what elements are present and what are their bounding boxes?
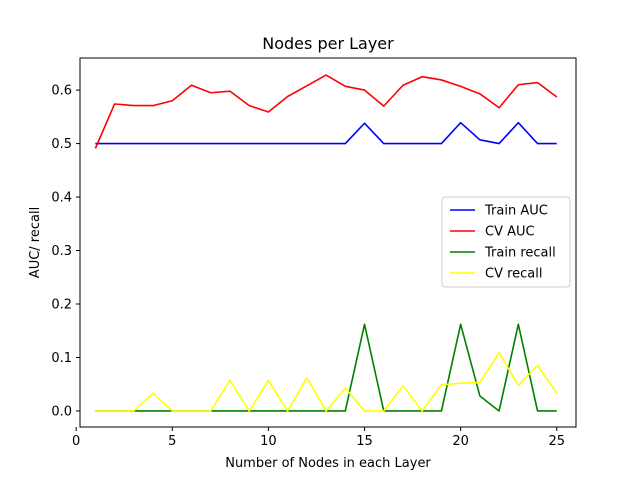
legend-label: CV recall (485, 267, 543, 282)
y-tick-label: 0.0 (51, 404, 72, 419)
x-tick-label: 5 (168, 434, 176, 449)
y-tick-label: 0.2 (51, 298, 72, 313)
x-axis-label: Number of Nodes in each Layer (225, 456, 431, 471)
series-line-train-recall (95, 323, 557, 412)
chart-title: Nodes per Layer (262, 34, 394, 53)
legend-label: CV AUC (485, 225, 535, 240)
y-axis-label: AUC/ recall (28, 207, 43, 278)
y-tick-label: 0.5 (51, 137, 72, 152)
x-tick-label: 15 (356, 434, 373, 449)
x-tick-label: 10 (260, 434, 277, 449)
series-line-cv-auc (94, 74, 558, 149)
series-line-cv-recall (95, 351, 558, 412)
y-tick-label: 0.6 (51, 84, 72, 99)
ticks-layer: 0 5 10 15 20 25 0.0 0.1 0.2 0.3 0.4 0.5 0.6 (51, 84, 565, 449)
legend-label: Train recall (484, 246, 556, 261)
x-tick-label: 0 (72, 434, 80, 449)
series-line-train-auc (95, 121, 557, 145)
y-tick-label: 0.3 (51, 244, 72, 259)
legend: Train AUC CV AUC Train recall CV recall (441, 196, 571, 288)
plot-frame (79, 57, 577, 428)
y-tick-label: 0.1 (51, 351, 72, 366)
x-tick-label: 20 (452, 434, 469, 449)
y-tick-label: 0.4 (51, 191, 72, 206)
legend-box (441, 196, 571, 288)
x-tick-label: 25 (549, 434, 566, 449)
series-layer (94, 74, 558, 412)
legend-label: Train AUC (484, 204, 548, 219)
